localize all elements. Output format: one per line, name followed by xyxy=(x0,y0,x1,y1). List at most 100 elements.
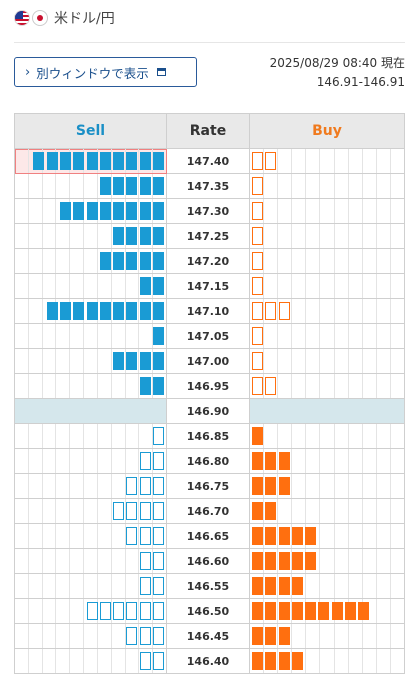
sell-volume-block xyxy=(126,627,138,645)
sell-volume-block xyxy=(126,477,138,495)
rate-value: 146.80 xyxy=(166,448,250,474)
buy-volume-cell xyxy=(249,223,405,249)
order-book-row: 147.10 xyxy=(14,298,405,324)
sell-volume-block xyxy=(153,577,164,595)
buy-volume-block xyxy=(252,227,263,245)
rate-value: 147.05 xyxy=(166,323,250,349)
sell-volume-block xyxy=(139,552,151,570)
order-book-row: 147.05 xyxy=(14,323,405,349)
sell-volume-block xyxy=(113,302,125,320)
sell-volume-block xyxy=(153,227,164,245)
sell-volume-block xyxy=(139,627,151,645)
buy-volume-block xyxy=(278,527,290,545)
buy-volume-block xyxy=(252,627,263,645)
currency-pair-label: 米ドル/円 xyxy=(54,11,115,27)
sell-volume-cell xyxy=(14,623,167,649)
buy-volume-block xyxy=(278,627,290,645)
sell-volume-block xyxy=(126,602,138,620)
sell-volume-block xyxy=(139,252,151,270)
sell-volume-block xyxy=(139,177,151,195)
buy-volume-cell xyxy=(249,273,405,299)
sell-volume-cell xyxy=(14,423,167,449)
buy-volume-block xyxy=(278,452,290,470)
sell-volume-cell xyxy=(14,398,167,424)
buy-volume-cell xyxy=(249,423,405,449)
rate-value: 147.10 xyxy=(166,298,250,324)
buy-volume-cell xyxy=(249,298,405,324)
rate-value: 147.15 xyxy=(166,273,250,299)
sell-volume-block xyxy=(46,302,58,320)
sell-volume-cell xyxy=(14,648,167,674)
sell-volume-block xyxy=(139,477,151,495)
jp-flag-icon xyxy=(32,10,48,26)
order-book-row: 146.60 xyxy=(14,548,405,574)
rate-value: 147.20 xyxy=(166,248,250,274)
sell-volume-block xyxy=(126,227,138,245)
buy-volume-block xyxy=(252,152,263,170)
buy-volume-block xyxy=(252,527,263,545)
buy-volume-block xyxy=(252,252,263,270)
buy-volume-block xyxy=(252,327,263,345)
sell-volume-block xyxy=(153,552,164,570)
buy-volume-block xyxy=(305,552,317,570)
buy-volume-block xyxy=(252,352,263,370)
sell-volume-cell xyxy=(14,148,167,174)
sell-volume-block xyxy=(153,177,164,195)
sell-volume-block xyxy=(153,302,164,320)
sell-volume-block xyxy=(153,202,164,220)
sell-volume-block xyxy=(153,527,164,545)
buy-volume-block xyxy=(252,302,263,320)
sell-volume-block xyxy=(139,577,151,595)
sell-volume-block xyxy=(59,152,71,170)
buy-volume-block xyxy=(265,377,277,395)
buy-volume-block xyxy=(291,652,303,670)
buy-volume-cell xyxy=(249,448,405,474)
sell-volume-block xyxy=(153,627,164,645)
buy-volume-cell xyxy=(249,623,405,649)
buy-volume-block xyxy=(305,602,317,620)
buy-volume-block xyxy=(265,602,277,620)
buy-volume-block xyxy=(265,477,277,495)
sell-volume-block xyxy=(113,152,125,170)
buy-volume-block xyxy=(331,602,343,620)
sell-volume-block xyxy=(113,202,125,220)
buy-volume-block xyxy=(252,277,263,295)
sell-volume-block xyxy=(139,502,151,520)
sell-column-header: Sell xyxy=(14,113,167,149)
sell-volume-block xyxy=(86,152,98,170)
sell-volume-cell xyxy=(14,248,167,274)
sell-volume-block xyxy=(153,277,164,295)
order-book-row: 146.75 xyxy=(14,473,405,499)
order-book-table: Sell Rate Buy 147.40 147.35 147.30 147.25 14… xyxy=(14,113,405,674)
rate-value: 146.40 xyxy=(166,648,250,674)
sell-volume-block xyxy=(99,202,111,220)
order-book-row: 146.40 xyxy=(14,648,405,674)
buy-volume-block xyxy=(252,427,263,445)
buy-volume-cell xyxy=(249,573,405,599)
buy-volume-block xyxy=(252,577,263,595)
sell-volume-block xyxy=(59,302,71,320)
buy-volume-block xyxy=(265,652,277,670)
buy-volume-cell xyxy=(249,598,405,624)
sell-volume-block xyxy=(139,227,151,245)
sell-volume-block xyxy=(99,602,111,620)
buy-volume-block xyxy=(252,177,263,195)
order-book-header-row: Sell Rate Buy xyxy=(14,113,405,149)
buy-volume-block xyxy=(252,202,263,220)
sell-volume-block xyxy=(73,302,85,320)
buy-volume-block xyxy=(278,652,290,670)
sell-volume-block xyxy=(33,152,45,170)
order-book-row: 146.70 xyxy=(14,498,405,524)
sell-volume-block xyxy=(126,152,138,170)
open-in-new-window-button[interactable]: › 別ウィンドウで表示 xyxy=(14,57,197,87)
sell-volume-block xyxy=(139,652,151,670)
buy-volume-block xyxy=(252,652,263,670)
buy-volume-block xyxy=(265,627,277,645)
sell-volume-block xyxy=(153,602,164,620)
order-book-row: 147.00 xyxy=(14,348,405,374)
sell-volume-block xyxy=(73,202,85,220)
sell-volume-block xyxy=(139,202,151,220)
sell-volume-block xyxy=(139,527,151,545)
buy-volume-cell xyxy=(249,398,405,424)
buy-volume-block xyxy=(265,577,277,595)
